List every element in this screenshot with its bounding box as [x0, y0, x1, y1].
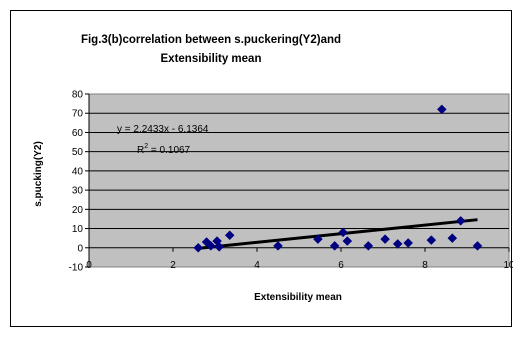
- data-point: [436, 104, 447, 115]
- data-point: [447, 233, 458, 244]
- y-tick-label: 70: [72, 109, 84, 120]
- data-point: [455, 216, 466, 226]
- y-tick-label: 80: [72, 90, 84, 101]
- trendline: [198, 218, 478, 250]
- chart-title-line-1: Fig.3(b)correlation between s.puckering(…: [81, 34, 341, 46]
- x-tick-label: 4: [254, 260, 260, 271]
- y-tick-label: 40: [72, 166, 84, 177]
- r-squared-superscript: 2: [144, 143, 148, 150]
- data-point: [380, 234, 390, 244]
- data-point: [426, 235, 437, 245]
- y-axis-title: s.pucking(Y2): [33, 141, 44, 207]
- x-tick-label: 10: [503, 260, 513, 271]
- y-tick-label: 0: [77, 243, 83, 254]
- data-point: [342, 236, 353, 246]
- x-tick-label: 0: [86, 260, 92, 271]
- scatter-chart: Fig.3(b)correlation between s.puckering(…: [33, 34, 513, 303]
- r-squared-symbol: R: [137, 145, 144, 156]
- x-axis-title: Extensibility mean: [254, 292, 342, 303]
- data-point: [392, 239, 403, 249]
- data-point: [224, 230, 235, 241]
- data-point: [472, 241, 483, 251]
- plot-background: [88, 93, 510, 268]
- data-point: [338, 227, 348, 238]
- y-tick-label: 50: [72, 147, 84, 158]
- data-point: [313, 234, 323, 244]
- x-tick-label: 6: [338, 260, 344, 271]
- y-tick-label: -10: [69, 263, 84, 274]
- y-tick-label: 20: [72, 205, 84, 216]
- chart-title-line-2: Extensibility mean: [161, 53, 262, 65]
- data-point: [214, 241, 225, 252]
- data-point: [193, 242, 204, 253]
- y-tick-label: 30: [72, 186, 84, 197]
- r-squared-value: = 0.1067: [148, 145, 190, 156]
- trendline-equation: y = 2.2433x - 6.1364: [117, 124, 209, 135]
- chart-container: Fig.3(b)correlation between s.puckering(…: [10, 10, 513, 327]
- y-tick-label: 10: [72, 224, 84, 235]
- x-tick-label: 2: [170, 260, 176, 271]
- data-point: [205, 241, 216, 251]
- data-point: [403, 238, 414, 248]
- y-tick-label: 60: [72, 128, 84, 139]
- data-point: [329, 241, 340, 251]
- r-squared-label: R2 = 0.1067: [137, 143, 191, 156]
- data-point: [363, 241, 374, 251]
- x-tick-label: 8: [422, 260, 428, 271]
- data-point: [273, 241, 283, 251]
